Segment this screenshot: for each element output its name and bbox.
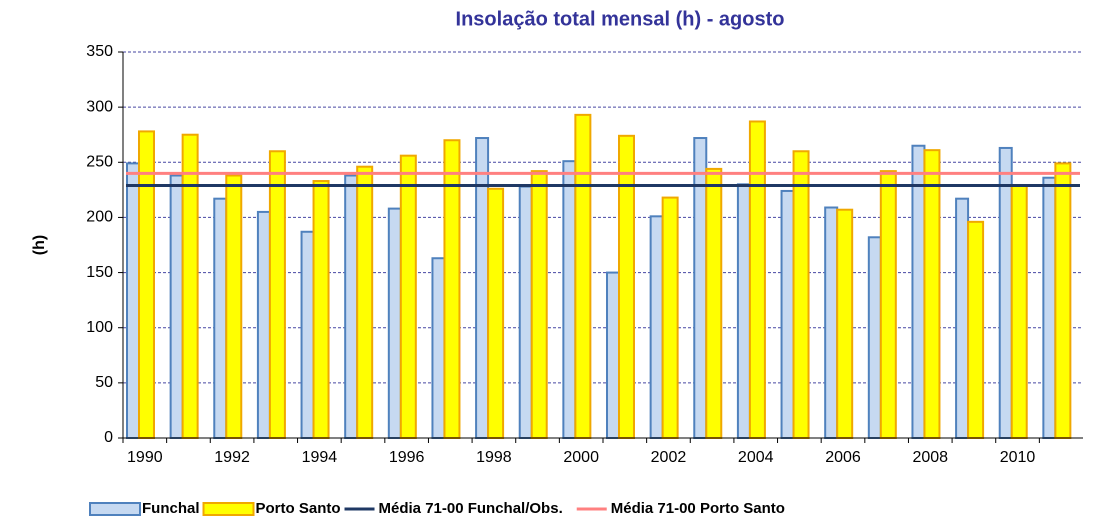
bar — [1054, 162, 1072, 439]
bar — [998, 146, 1013, 439]
bar — [867, 236, 882, 439]
bar — [911, 144, 926, 439]
bar — [1010, 184, 1028, 439]
legend-label: Média 71-00 Porto Santo — [611, 500, 785, 517]
bar — [169, 174, 184, 440]
bar — [181, 133, 199, 439]
bar — [618, 134, 635, 439]
y-tick-label: 100 — [86, 319, 113, 336]
legend-label: Porto Santo — [256, 500, 341, 517]
y-axis-label: (h) — [31, 235, 48, 255]
bar — [661, 196, 679, 439]
bar — [824, 206, 839, 439]
x-tick-label: 1996 — [389, 449, 425, 466]
bar — [780, 189, 795, 439]
x-tick-label: 1998 — [476, 449, 512, 466]
x-tick-label: 2006 — [825, 449, 861, 466]
y-tick-label: 150 — [86, 264, 113, 281]
legend-swatch — [89, 502, 141, 516]
bar — [312, 180, 330, 440]
bar — [1042, 176, 1057, 439]
bar — [879, 170, 897, 439]
y-tick-label: 300 — [86, 98, 113, 115]
bar — [213, 197, 228, 439]
bar — [256, 210, 271, 439]
bar — [518, 185, 533, 439]
legend-label: Média 71-00 Funchal/Obs. — [379, 500, 563, 517]
bar — [344, 174, 359, 440]
y-tick-label: 350 — [86, 43, 113, 60]
legend-label: Funchal — [142, 500, 200, 517]
bar — [387, 207, 402, 439]
bar — [967, 220, 985, 439]
bar — [606, 271, 620, 440]
bar — [792, 150, 810, 439]
bar — [574, 113, 592, 439]
y-tick-label: 50 — [95, 374, 113, 391]
bar — [431, 257, 446, 439]
bar — [649, 215, 664, 439]
bar — [225, 174, 243, 440]
x-tick-label: 2002 — [651, 449, 687, 466]
x-tick-label: 1992 — [214, 449, 250, 466]
x-tick-label: 1990 — [127, 449, 163, 466]
bar — [693, 137, 708, 439]
bar — [748, 120, 766, 439]
bar — [736, 183, 751, 439]
bar — [475, 137, 490, 439]
bar — [562, 160, 577, 439]
bar — [530, 170, 548, 439]
bar — [399, 154, 417, 439]
bar — [923, 149, 941, 439]
chart-title: Insolação total mensal (h) - agosto — [456, 8, 785, 30]
y-tick-label: 200 — [86, 209, 113, 226]
bar — [138, 130, 155, 440]
x-tick-label: 1994 — [302, 449, 338, 466]
x-tick-label: 2000 — [563, 449, 599, 466]
y-tick-label: 0 — [104, 429, 113, 446]
legend-swatch — [202, 502, 255, 516]
y-tick-label: 250 — [86, 154, 113, 171]
x-tick-label: 2004 — [738, 449, 774, 466]
bar — [300, 230, 315, 439]
bar — [955, 197, 970, 439]
legend: Funchal Porto Santo Média 71-00 Funchal/Ob… — [89, 500, 785, 517]
bar — [268, 150, 286, 439]
bar — [126, 162, 140, 439]
x-tick-label: 2010 — [1000, 449, 1036, 466]
bar — [705, 167, 723, 439]
bar — [356, 165, 374, 439]
x-tick-label: 2008 — [912, 449, 948, 466]
bar — [487, 187, 505, 439]
bar — [836, 208, 854, 439]
